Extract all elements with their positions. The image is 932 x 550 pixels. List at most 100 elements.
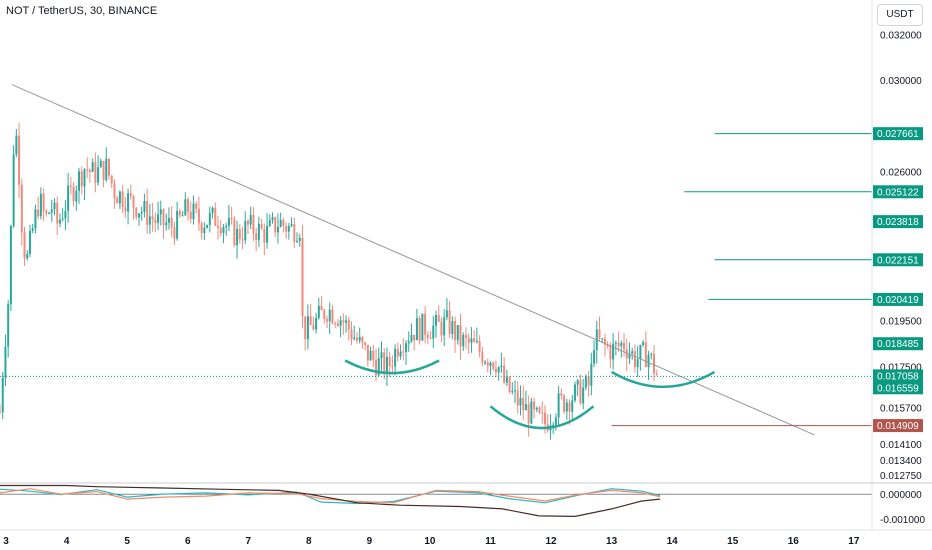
candle-body (0, 412, 1, 414)
candle-body (108, 158, 110, 176)
candle-body (636, 359, 639, 368)
candle-body (554, 417, 557, 425)
candle-body (279, 220, 282, 227)
candle-body (42, 193, 45, 211)
candle-body (154, 219, 157, 223)
candle-body (110, 175, 113, 184)
candle-body (312, 325, 315, 330)
candle-body (157, 214, 160, 223)
candle-body (541, 412, 544, 414)
candle-body (415, 317, 418, 341)
candle-body (511, 391, 514, 393)
candle-body (195, 203, 198, 209)
candle-body (631, 351, 634, 354)
candle-body (451, 321, 454, 334)
price-label (873, 127, 923, 141)
candle-body (492, 362, 495, 369)
candle-body (315, 317, 318, 330)
candle-body (97, 167, 100, 183)
indicator-pane[interactable] (0, 484, 872, 518)
y-tick-label: 0.026000 (880, 168, 922, 179)
candle-body (236, 228, 239, 246)
candle-body (271, 217, 274, 221)
candle-body (20, 184, 23, 233)
candle-body (339, 320, 342, 326)
candle-body (75, 190, 78, 202)
candle-body (1, 377, 4, 413)
x-tick-label: 16 (788, 536, 800, 547)
candle-body (197, 208, 200, 224)
candle-body (167, 218, 170, 223)
candle-body (642, 342, 645, 345)
indicator-line (0, 484, 661, 518)
candle-body (26, 253, 29, 259)
candle-body (516, 390, 519, 406)
candle-body (372, 350, 375, 360)
candle-body (394, 348, 397, 367)
candle-body (598, 329, 601, 339)
candle-body (266, 225, 269, 243)
candle-body (557, 393, 560, 418)
candle-body (584, 376, 587, 388)
price-label-text: 0.027661 (877, 129, 919, 140)
candle-body (124, 207, 127, 212)
candle-body (489, 362, 492, 366)
candle-body (48, 212, 51, 214)
candle-body (176, 210, 179, 239)
candle-body (132, 195, 135, 208)
candle-body (432, 325, 435, 339)
candle-body (614, 342, 617, 344)
candle-body (31, 228, 34, 231)
candle-body (481, 351, 484, 363)
candle-body (347, 320, 350, 330)
price-label (873, 337, 923, 351)
candle-body (320, 305, 323, 311)
candle-body (345, 320, 348, 323)
candle-body (298, 237, 301, 241)
candle-body (405, 343, 408, 352)
candle-body (61, 218, 64, 220)
trendline (11, 84, 815, 436)
price-label-text: 0.018485 (877, 339, 919, 350)
candle-body (568, 402, 571, 412)
candle-body (151, 216, 154, 220)
price-label-text: 0.025122 (877, 187, 919, 198)
candle-body (601, 338, 604, 340)
candle-body (623, 342, 626, 350)
y-tick-label: 0.030000 (880, 76, 922, 87)
candle-body (296, 240, 299, 242)
candle-body (99, 160, 102, 168)
candle-body (83, 169, 86, 187)
candle-body (544, 412, 546, 425)
x-tick-label: 14 (667, 536, 679, 547)
candle-body (514, 390, 517, 392)
currency-button[interactable]: USDT (877, 4, 923, 26)
candle-body (503, 365, 506, 383)
candle-body (628, 353, 631, 359)
candle-body (424, 313, 427, 335)
candle-body (366, 344, 369, 361)
candle-body (170, 218, 173, 228)
candle-body (94, 162, 97, 183)
price-pane[interactable] (0, 84, 872, 440)
candle-body (135, 207, 138, 218)
candle-body (217, 225, 219, 228)
candle-body (219, 227, 222, 234)
candle-body (475, 341, 478, 343)
candle-body (334, 323, 337, 325)
x-tick-label: 5 (124, 536, 130, 547)
candle-body (633, 351, 636, 368)
candle-body (383, 352, 386, 375)
candle-body (39, 193, 42, 217)
candle-body (426, 334, 429, 338)
candle-body (603, 338, 606, 345)
candle-body (571, 400, 574, 412)
candle-body (440, 321, 443, 336)
candle-body (50, 209, 53, 213)
candle-body (78, 171, 81, 191)
candle-body (34, 209, 37, 229)
candle-body (650, 353, 653, 355)
y-tick-label: 0.012750 (880, 471, 922, 482)
x-tick-label: 12 (545, 536, 557, 547)
